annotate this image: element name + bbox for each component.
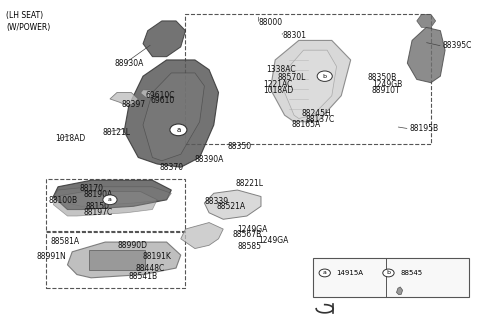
- Text: 69610: 69610: [150, 96, 174, 105]
- Polygon shape: [68, 242, 181, 278]
- Polygon shape: [53, 192, 157, 216]
- Text: 88991N: 88991N: [37, 252, 67, 261]
- Text: 88245H: 88245H: [301, 109, 331, 118]
- Text: 88567B: 88567B: [233, 230, 262, 239]
- Text: 88521A: 88521A: [216, 202, 245, 212]
- Polygon shape: [143, 73, 204, 161]
- Polygon shape: [396, 287, 403, 295]
- Text: 88165A: 88165A: [292, 120, 321, 129]
- Polygon shape: [110, 92, 138, 106]
- Text: 88570L: 88570L: [277, 73, 306, 82]
- Circle shape: [383, 269, 394, 277]
- Polygon shape: [270, 40, 351, 122]
- Polygon shape: [408, 28, 445, 83]
- Text: 1249GB: 1249GB: [372, 80, 402, 89]
- Text: 88545: 88545: [400, 270, 422, 276]
- Text: 88370: 88370: [159, 163, 184, 172]
- Polygon shape: [204, 190, 261, 219]
- Text: 88541B: 88541B: [129, 272, 158, 281]
- Circle shape: [103, 195, 117, 205]
- Text: 1221AC: 1221AC: [264, 80, 293, 89]
- Text: 88301: 88301: [282, 31, 306, 40]
- Polygon shape: [141, 90, 153, 98]
- Text: 88585: 88585: [238, 242, 262, 251]
- Text: 88100B: 88100B: [48, 196, 78, 205]
- Polygon shape: [53, 180, 171, 210]
- Text: (LH SEAT)
(W/POWER): (LH SEAT) (W/POWER): [6, 11, 50, 32]
- Text: 88930A: 88930A: [115, 59, 144, 68]
- Text: 88000: 88000: [259, 18, 283, 27]
- Text: 1018AD: 1018AD: [56, 134, 86, 143]
- Text: 1249GA: 1249GA: [238, 225, 268, 234]
- Text: 88221L: 88221L: [235, 179, 263, 188]
- Text: 88191K: 88191K: [143, 252, 172, 261]
- Text: 1249GA: 1249GA: [259, 236, 289, 245]
- Bar: [313, 258, 468, 297]
- Text: 88910T: 88910T: [372, 86, 400, 95]
- Circle shape: [317, 71, 332, 81]
- Text: a: a: [176, 127, 180, 133]
- Bar: [89, 250, 145, 270]
- Text: 88137C: 88137C: [306, 114, 335, 124]
- Text: 88170: 88170: [79, 184, 103, 193]
- Polygon shape: [285, 50, 336, 118]
- Text: 88448C: 88448C: [136, 264, 165, 273]
- Text: b: b: [323, 74, 327, 79]
- Polygon shape: [181, 222, 223, 249]
- Circle shape: [170, 124, 187, 136]
- Text: b: b: [386, 271, 390, 276]
- Text: 88121L: 88121L: [103, 128, 131, 137]
- Text: a: a: [323, 271, 327, 276]
- Text: 88150: 88150: [85, 202, 109, 211]
- Text: 88195B: 88195B: [410, 124, 439, 133]
- Polygon shape: [53, 187, 171, 206]
- Text: 88990D: 88990D: [117, 241, 147, 251]
- Text: 88397: 88397: [122, 100, 146, 109]
- Text: 88350: 88350: [228, 142, 252, 151]
- Circle shape: [319, 269, 330, 277]
- Polygon shape: [124, 60, 218, 167]
- Text: a: a: [108, 197, 112, 202]
- Text: 88190A: 88190A: [84, 190, 113, 199]
- Text: 88390A: 88390A: [195, 154, 224, 164]
- Text: 1338AC: 1338AC: [266, 65, 295, 74]
- Text: 69610C: 69610C: [145, 91, 175, 100]
- Text: 88339: 88339: [204, 197, 228, 206]
- Text: 88581A: 88581A: [51, 237, 80, 246]
- Text: 88395C: 88395C: [443, 41, 472, 50]
- Polygon shape: [417, 14, 436, 28]
- Text: 88197C: 88197C: [84, 208, 113, 216]
- Text: 1018AD: 1018AD: [264, 86, 294, 95]
- Text: 88350B: 88350B: [367, 73, 396, 82]
- Polygon shape: [143, 21, 185, 57]
- Text: 14915A: 14915A: [336, 270, 363, 276]
